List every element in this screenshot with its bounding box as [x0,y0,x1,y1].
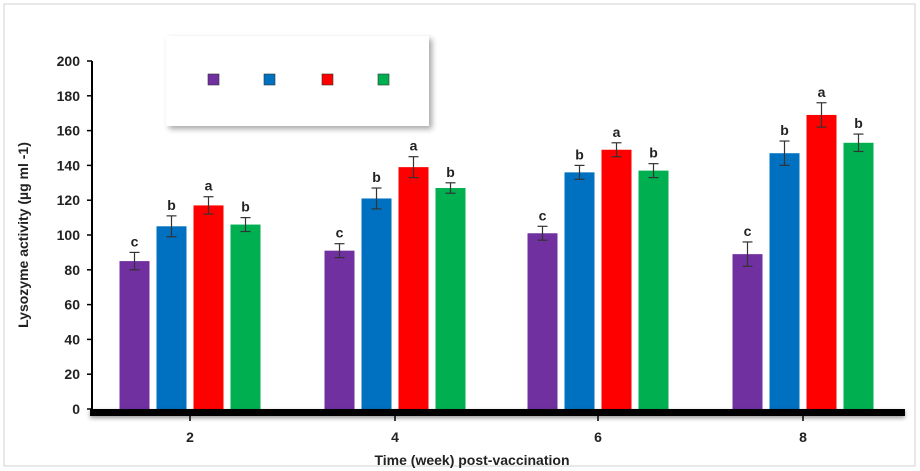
y-tick-label: 200 [57,53,81,69]
bar [119,261,150,409]
bar [732,254,763,409]
bar [769,153,800,409]
legend-swatch [263,73,276,86]
significance-letter: c [131,233,139,249]
significance-letter: a [410,138,418,154]
legend-swatch [207,73,220,86]
y-tick-label: 120 [57,192,81,208]
y-tick-label: 80 [64,262,80,278]
significance-letter: b [372,169,381,185]
significance-letter: b [575,146,584,162]
bar [806,114,837,409]
legend [166,36,429,126]
y-axis-title: Lysozyme activity (µg ml -1) [15,142,31,328]
legend-box [166,36,429,126]
bar [843,142,874,409]
bar [398,167,429,409]
significance-letter: a [613,124,621,140]
legend-swatch [321,73,334,86]
y-tick-label: 140 [57,157,81,173]
significance-letter: a [818,84,826,100]
bar [193,205,224,409]
x-axis-line [90,409,905,416]
x-tick-label: 6 [594,429,602,445]
significance-letter: b [446,164,455,180]
significance-letter: b [649,145,658,161]
significance-letter: b [780,122,789,138]
significance-letter: c [336,225,344,241]
legend-swatch [377,73,390,86]
bar [361,198,392,409]
y-tick-label: 100 [57,227,81,243]
x-tick-label: 8 [799,429,807,445]
bar [230,224,261,409]
y-tick-label: 180 [57,88,81,104]
bar [564,172,595,409]
x-axis-title: Time (week) post-vaccination [374,452,569,468]
significance-letter: c [539,207,547,223]
significance-letter: b [241,199,250,215]
y-tick-label: 20 [64,366,80,382]
bar [527,233,558,409]
significance-letter: b [854,115,863,131]
bar [324,250,355,409]
bar [156,226,187,409]
y-tick-label: 60 [64,297,80,313]
significance-letter: c [744,223,752,239]
y-tick-label: 40 [64,331,80,347]
bar [638,170,669,409]
x-tick-label: 4 [391,429,399,445]
significance-letter: b [167,197,176,213]
y-tick-label: 160 [57,123,81,139]
bar [601,149,632,410]
significance-letter: a [205,178,213,194]
x-tick-label: 2 [186,429,194,445]
bar [435,188,466,409]
y-tick-label: 0 [72,401,80,417]
